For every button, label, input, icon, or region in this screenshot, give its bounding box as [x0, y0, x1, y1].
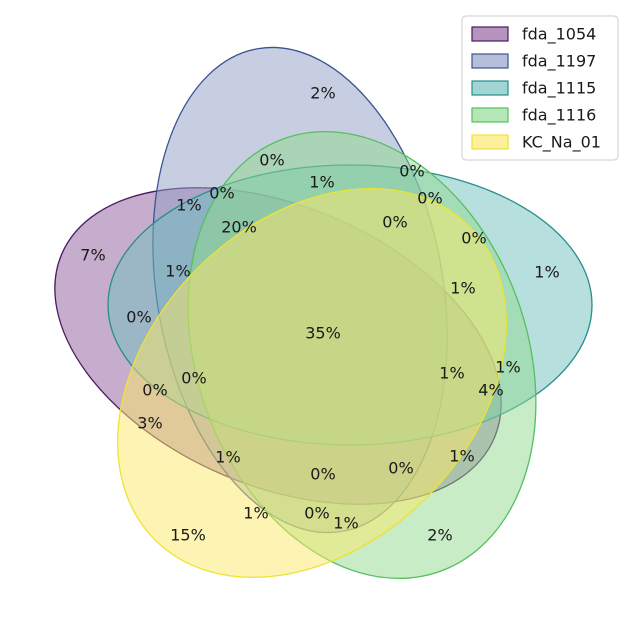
- region-label: 1%: [176, 196, 201, 215]
- region-label: 2%: [310, 84, 335, 103]
- legend-label: fda_1197: [522, 52, 596, 72]
- region-label: 20%: [221, 218, 257, 237]
- region-label: 7%: [80, 246, 105, 265]
- legend-swatch: [471, 80, 509, 96]
- region-label: 4%: [478, 381, 503, 400]
- region-label: 3%: [137, 414, 162, 433]
- legend-label: fda_1116: [522, 106, 596, 126]
- region-label: 1%: [309, 173, 334, 192]
- legend-label: fda_1054: [522, 25, 596, 45]
- region-label: 0%: [461, 229, 486, 248]
- region-label: 0%: [259, 151, 284, 170]
- legend-frame: [461, 15, 619, 161]
- region-label: 1%: [215, 448, 240, 467]
- legend-swatch: [471, 26, 509, 42]
- region-label: 1%: [450, 279, 475, 298]
- legend-label: fda_1115: [522, 79, 596, 99]
- legend-swatch: [471, 107, 509, 123]
- region-label: 15%: [170, 526, 206, 545]
- venn-region-labels: 7%2%1%2%15%1%0%0%1%0%20%1%1%0%1%4%0%3%0%…: [80, 84, 559, 545]
- region-label: 1%: [449, 447, 474, 466]
- region-label: 0%: [417, 189, 442, 208]
- region-label: 1%: [165, 262, 190, 281]
- region-label: 0%: [310, 465, 335, 484]
- region-label: 1%: [534, 263, 559, 282]
- region-label: 0%: [382, 213, 407, 232]
- region-label: 0%: [126, 308, 151, 327]
- region-label: 0%: [209, 184, 234, 203]
- legend-label: KC_Na_01: [522, 133, 601, 153]
- venn-set-kc-na-01: [117, 188, 507, 578]
- region-label: 0%: [142, 381, 167, 400]
- region-label: 1%: [243, 504, 268, 523]
- region-label: 0%: [181, 369, 206, 388]
- region-label: 0%: [304, 504, 329, 523]
- region-label: 1%: [333, 514, 358, 533]
- venn-sets: [54, 46, 593, 580]
- region-label: 1%: [495, 358, 520, 377]
- legend: fda_1054 fda_1197 fda_1115 fda_1116 KC_Na_01: [461, 15, 619, 161]
- region-label: 0%: [388, 459, 413, 478]
- region-label: 35%: [305, 324, 341, 343]
- region-label: 1%: [439, 364, 464, 383]
- region-label: 2%: [427, 526, 452, 545]
- legend-swatch: [471, 134, 509, 150]
- region-label: 0%: [399, 162, 424, 181]
- legend-swatch: [471, 53, 509, 69]
